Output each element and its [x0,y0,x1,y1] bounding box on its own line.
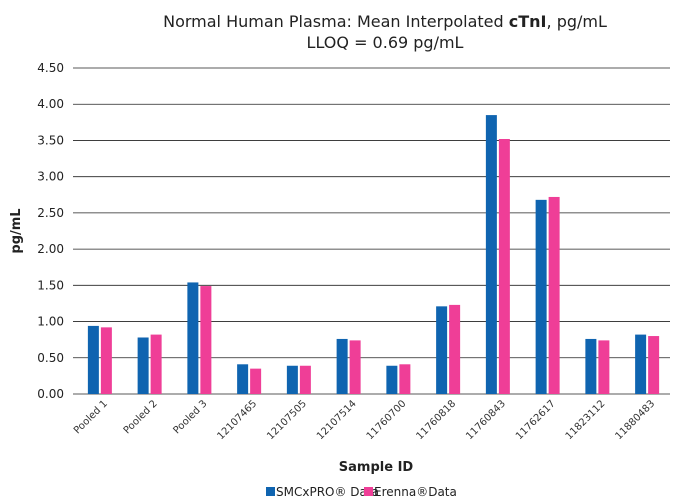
y-tick-label: 3.00 [37,170,64,184]
x-axis-title: Sample ID [339,460,414,475]
x-tick-label: 11760818 [414,398,458,442]
chart-title-prefix: Normal Human Plasma: Mean Interpolated [163,12,509,31]
legend-swatch-erenna [364,487,373,496]
bar-smcxpro [635,334,647,394]
y-tick-label: 1.00 [37,315,64,329]
y-tick-label: 3.50 [37,133,64,147]
bar-erenna [399,364,411,394]
y-tick-labels: 0.00 0.50 1.00 1.50 2.00 2.50 3.00 3.50 4.00 4.50 [37,61,64,401]
legend-swatch-smcxpro [266,487,275,496]
bar-erenna [200,286,212,394]
legend: SMCxPRO® Data Erenna®Data [266,485,457,499]
bar-smcxpro [585,338,597,394]
bar-erenna [548,196,560,394]
bar-smcxpro [336,338,348,394]
bar-erenna [100,327,112,394]
x-tick-label: Pooled 1 [72,398,110,436]
bar-erenna [648,336,660,394]
bar-smcxpro [485,115,497,394]
y-tick-label: 4.00 [37,97,64,111]
gridlines [73,67,670,395]
chart-title-bold: cTnI [509,12,547,31]
x-tick-label: 11760843 [464,398,508,442]
bar-erenna [299,365,311,394]
x-tick-label: Pooled 2 [122,398,160,436]
x-tick-label: 11823112 [564,398,608,442]
bar-smcxpro [237,364,249,394]
y-tick-label: 0.50 [37,351,64,365]
bar-erenna [449,304,461,394]
bar-smcxpro [436,306,448,394]
x-tick-label: 12107514 [315,398,359,442]
x-tick-label: 12107505 [265,398,309,442]
legend-label-smcxpro: SMCxPRO® Data [276,485,379,499]
bar-smcxpro [137,337,149,394]
bar-smcxpro [535,199,547,394]
chart-subtitle: LLOQ = 0.69 pg/mL [307,33,464,52]
x-tick-label: 11762617 [514,398,558,442]
bar-erenna [150,334,162,394]
bar-erenna [598,340,610,394]
bar-erenna [349,340,361,394]
bar-erenna [250,368,262,394]
bars [87,115,660,394]
bar-smcxpro [286,365,298,394]
y-tick-label: 0.00 [37,387,64,401]
y-tick-label: 1.50 [37,278,64,292]
y-tick-label: 4.50 [37,61,64,75]
legend-label-erenna: Erenna®Data [374,485,457,499]
bar-erenna [498,138,510,394]
x-tick-label: 11760700 [365,398,409,442]
chart-title: Normal Human Plasma: Mean Interpolated c… [163,12,607,31]
x-tick-labels: Pooled 1 Pooled 2 Pooled 3 12107465 12107505… [72,398,657,442]
bar-smcxpro [187,282,199,394]
chart-title-suffix: , pg/mL [547,12,607,31]
x-tick-label: 12107465 [215,398,259,442]
y-tick-label: 2.50 [37,206,64,220]
bar-smcxpro [386,365,398,394]
x-tick-label: 11880483 [613,398,657,442]
x-tick-label: Pooled 3 [172,398,210,436]
y-axis-title: pg/mL [9,208,24,253]
y-tick-label: 2.00 [37,242,64,256]
bar-smcxpro [87,325,99,394]
